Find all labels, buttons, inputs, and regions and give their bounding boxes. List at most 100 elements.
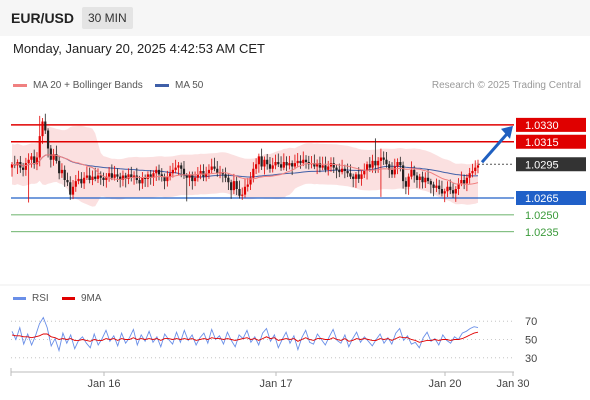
x-tick-label: Jan 20 [428, 378, 461, 390]
x-tick-label: Jan 17 [259, 378, 292, 390]
candle-body [404, 181, 407, 187]
candle-body [235, 181, 238, 189]
candle-body [374, 160, 377, 166]
symbol-title: EUR/USD [11, 10, 75, 26]
candle-body [288, 163, 291, 166]
candle-body [58, 160, 61, 174]
candle-body [432, 184, 435, 188]
candle-body [227, 177, 230, 183]
candle-body [119, 176, 122, 180]
level-label-1.0265: 1.0265 [525, 193, 559, 205]
candle-body [238, 189, 241, 196]
level-label-1.0250: 1.0250 [525, 210, 559, 222]
candle-body [35, 157, 39, 165]
candle-body [335, 167, 338, 170]
candle-body [352, 176, 355, 179]
candle-body [257, 156, 260, 165]
level-label-1.0330: 1.0330 [525, 120, 559, 132]
candle-body [105, 176, 108, 180]
candle-body [38, 136, 41, 158]
candle-body [69, 182, 72, 195]
candle-body [385, 159, 388, 165]
candle-body [293, 163, 297, 167]
candle-body [107, 173, 111, 177]
candle-body [243, 186, 247, 195]
candle-body [224, 174, 227, 178]
candle-body [99, 175, 102, 178]
candle-body [454, 189, 457, 194]
timestamp: Monday, January 20, 2025 4:42:53 AM CET [13, 41, 265, 56]
candle-body [357, 174, 360, 179]
candle-body [27, 159, 30, 164]
candle-body [321, 165, 324, 168]
nine-ma-swatch [62, 297, 75, 300]
candle-body [396, 162, 399, 167]
bollinger-band-area [12, 125, 478, 207]
candle-body [304, 159, 308, 162]
level-label-1.0315: 1.0315 [525, 137, 559, 149]
candle-body [266, 159, 269, 165]
candle-body [379, 157, 383, 161]
candle-body [121, 175, 125, 180]
rsi-axis-label-50: 50 [525, 335, 537, 347]
candle-body [249, 177, 252, 185]
candle-body [113, 174, 116, 178]
candle-body [332, 163, 335, 168]
candle-body [277, 162, 280, 165]
current-price-tag [516, 157, 586, 172]
candle-body [241, 194, 244, 196]
candle-body [340, 168, 344, 173]
research-credit: Research © 2025 Trading Central [431, 80, 581, 91]
candle-body [418, 176, 421, 180]
candle-body [216, 168, 219, 174]
candle-body [94, 176, 97, 179]
candle-body [354, 174, 358, 179]
level-tag-1.0265 [516, 191, 586, 205]
candle-body [438, 185, 441, 189]
candle-body [299, 160, 302, 164]
candle-body [135, 175, 138, 180]
candle-body [476, 165, 480, 168]
candle-body [460, 180, 463, 184]
candle-body [191, 174, 194, 182]
candle-body [302, 159, 305, 164]
candle-body [279, 164, 283, 168]
candle-body [160, 174, 163, 177]
rsi-axis-label-70: 70 [525, 316, 537, 328]
candle-body [246, 184, 249, 187]
candle-body [199, 171, 202, 175]
candle-body [102, 177, 105, 180]
candle-body [327, 166, 330, 170]
candle-body [83, 177, 86, 184]
candle-body [268, 164, 272, 169]
candle-body [149, 174, 152, 178]
candle-body [24, 163, 27, 170]
candle-body [60, 169, 64, 174]
timeframe-button[interactable]: 30 MIN [82, 7, 133, 29]
candle-body [402, 165, 405, 182]
candle-body [260, 156, 263, 167]
candle-body [155, 169, 158, 174]
candle-body [388, 164, 391, 170]
legend-rsi: RSI [13, 293, 49, 304]
candle-body [55, 154, 58, 161]
candle-body [171, 169, 174, 174]
candle-body [371, 160, 374, 168]
candle-body [324, 165, 327, 170]
candle-body [426, 177, 430, 182]
current-price-label: 1.0295 [525, 159, 559, 171]
rsi-label: RSI [32, 293, 49, 304]
candle-body [410, 169, 413, 177]
candle-body [21, 167, 25, 170]
candle-body [166, 176, 169, 182]
candle-body [232, 181, 236, 191]
candle-body [124, 175, 127, 179]
candle-body [230, 182, 233, 191]
candle-body [71, 186, 75, 195]
candle-body [10, 164, 14, 168]
candle-body [132, 175, 136, 178]
rsi-swatch [13, 297, 26, 300]
rsi-axis-label-30: 30 [525, 353, 537, 365]
